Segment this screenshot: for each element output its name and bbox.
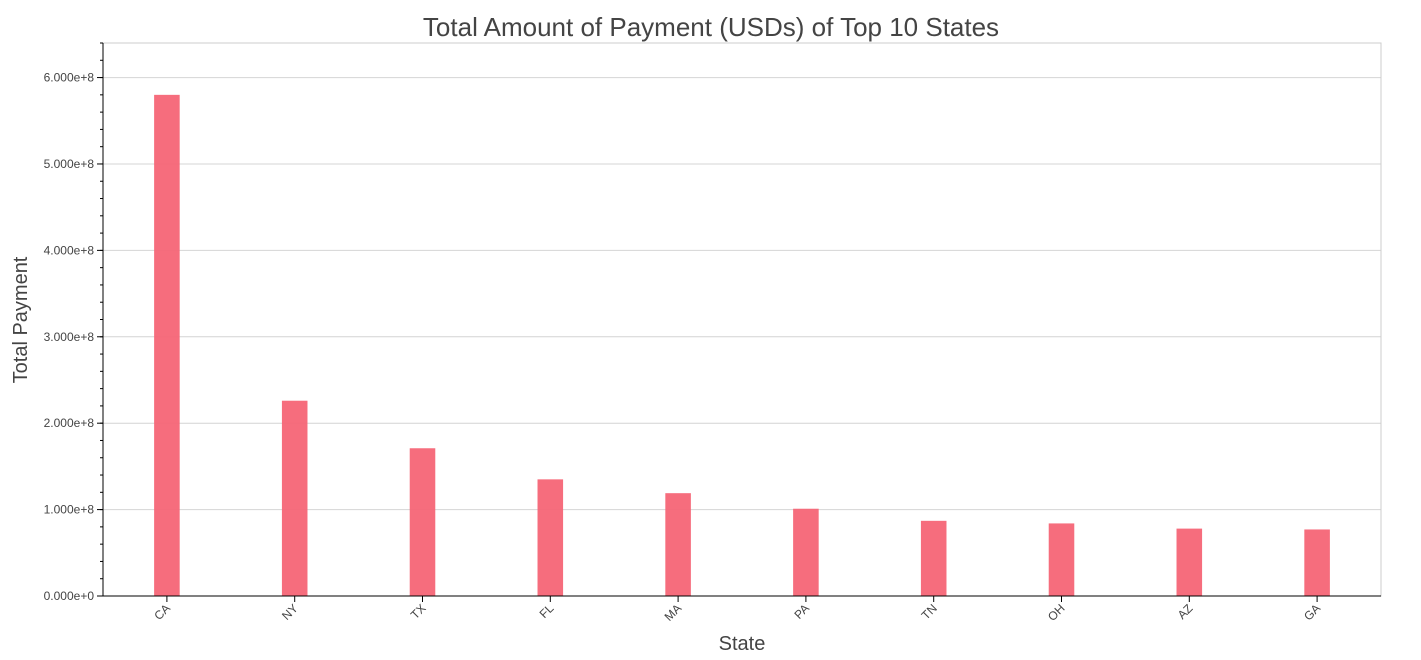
- x-tick-label: TN: [919, 601, 940, 622]
- y-tick-label: 2.000e+8: [44, 416, 95, 430]
- x-tick-label: FL: [537, 601, 557, 621]
- bar-ga: [1304, 529, 1330, 596]
- bar-tx: [409, 448, 436, 596]
- y-axis-ticks: 0.000e+0 1.000e+8 2.000e+8 3.000e+8 4.000e+8…: [44, 42, 103, 603]
- x-tick-label: TX: [408, 601, 429, 622]
- bar-ca: [154, 94, 180, 596]
- bar-pa: [793, 508, 819, 596]
- bar-oh: [1048, 523, 1075, 596]
- x-tick-label: PA: [791, 601, 812, 622]
- y-tick-label: 0.000e+0: [44, 589, 95, 603]
- x-tick-label: CA: [151, 601, 173, 623]
- x-axis-ticks: CA NY TX FL MA PA TN OH AZ GA: [151, 596, 1323, 624]
- y-tick-label: 4.000e+8: [44, 243, 95, 257]
- x-tick-label: AZ: [1175, 601, 1196, 622]
- bar-tn: [920, 520, 947, 596]
- x-tick-label: GA: [1301, 601, 1323, 623]
- y-tick-label: 1.000e+8: [44, 503, 95, 517]
- x-tick-label: NY: [279, 601, 301, 623]
- y-tick-label: 5.000e+8: [44, 157, 95, 171]
- bar-ma: [665, 493, 691, 596]
- x-axis-label: State: [719, 633, 766, 655]
- y-tick-label: 6.000e+8: [44, 71, 95, 85]
- bars: [154, 94, 1330, 596]
- bar-fl: [537, 479, 564, 596]
- x-tick-label: MA: [662, 601, 685, 624]
- y-tick-label: 3.000e+8: [44, 330, 95, 344]
- bar-ny: [281, 400, 308, 596]
- y-axis-label: Total Payment: [10, 256, 32, 383]
- chart-title: Total Amount of Payment (USDs) of Top 10…: [423, 12, 999, 42]
- gridlines: [103, 77, 1381, 511]
- bar-az: [1176, 528, 1203, 596]
- x-tick-label: OH: [1045, 601, 1068, 624]
